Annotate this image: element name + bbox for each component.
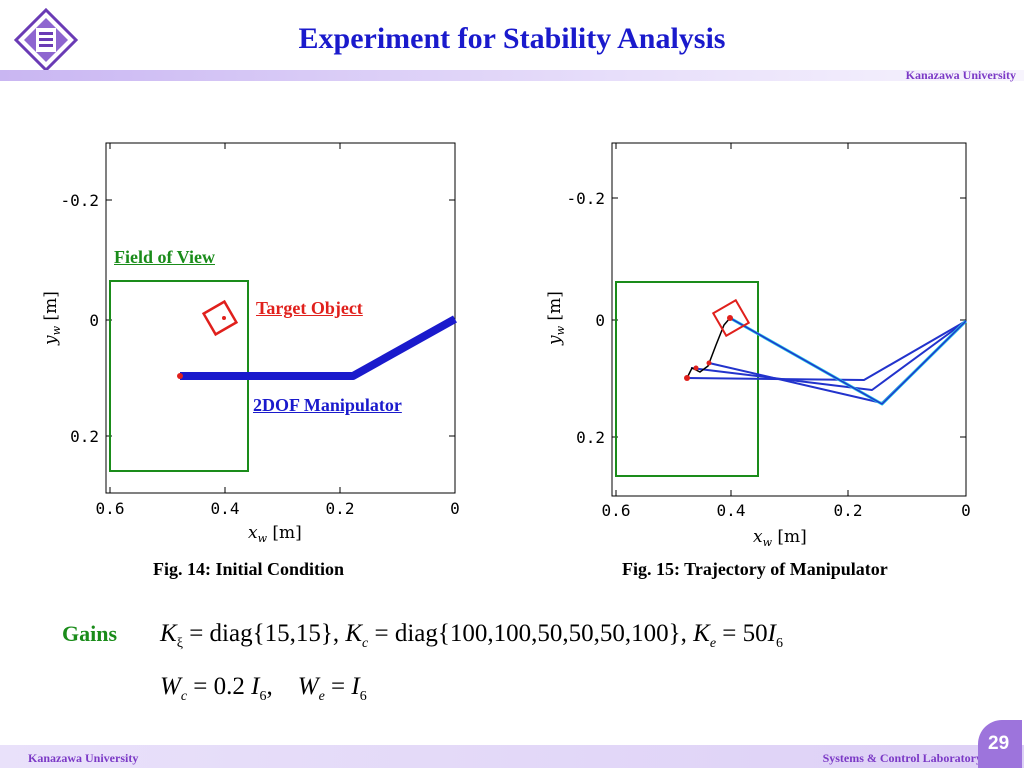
field-of-view-label: Field of View	[114, 247, 215, 267]
fig15-xtick: 0.4	[717, 501, 746, 520]
footer-lab: Systems & Control Laboratory	[822, 751, 982, 765]
manipulator-label: 2DOF Manipulator	[253, 395, 402, 415]
fig15-xlabel: xw [m]	[753, 527, 807, 549]
gains-label: Gains	[62, 621, 118, 646]
k-c-value: = diag{100,100,50,50,50,100},	[374, 620, 687, 647]
page-number-badge	[978, 720, 1022, 768]
fig14-ytick: 0	[89, 311, 99, 330]
gains-equation-1: Kξ = diag{15,15}, Kc = diag{100,100,50,5…	[160, 620, 783, 651]
gains-equation-2: Wc = 0.2 I6, We = I6	[160, 673, 367, 704]
fig14-ytick: 0.2	[70, 427, 99, 446]
footer-university: Kanazawa University	[28, 751, 139, 765]
k-e-value: = 50	[722, 620, 768, 647]
fig15-ytick: 0	[595, 311, 605, 330]
header-university: Kanazawa University	[905, 68, 1016, 82]
fig15-ytick: 0.2	[576, 428, 605, 447]
fig14-ytick: -0.2	[60, 191, 99, 210]
w-e-value: =	[331, 673, 346, 700]
k-xi-value: = diag{15,15},	[189, 620, 340, 647]
fig14-xtick: 0.6	[96, 499, 125, 518]
fig14-xlabel-unit: [m]	[272, 523, 301, 543]
fig14-ylabel-unit: [m]	[41, 291, 61, 320]
footer-bar	[0, 745, 1024, 768]
fig14-xtick: 0	[450, 499, 460, 518]
fig15-xlabel-unit: [m]	[777, 527, 806, 547]
fig14-xtick: 0.2	[326, 499, 355, 518]
page-title: Experiment for Stability Analysis	[298, 22, 726, 55]
fig14-xlabel: xw [m]	[248, 523, 302, 545]
fig15-xtick: 0	[961, 501, 971, 520]
target-object-label: Target Object	[256, 298, 363, 318]
figure-15-caption: Fig. 15: Trajectory of Manipulator	[622, 559, 888, 579]
figure-14-caption: Fig. 14: Initial Condition	[153, 559, 345, 579]
page-number: 29	[988, 733, 1010, 754]
fig15-xtick: 0.6	[602, 501, 631, 520]
fig15-ytick: -0.2	[566, 189, 605, 208]
fig14-xtick: 0.4	[211, 499, 240, 518]
fig15-ylabel: yw [m]	[545, 291, 567, 346]
fig15-xtick: 0.2	[834, 501, 863, 520]
w-c-value: = 0.2	[193, 673, 245, 700]
fig14-ylabel: yw [m]	[41, 291, 63, 346]
header-divider	[0, 70, 1024, 81]
fig15-ylabel-unit: [m]	[545, 291, 565, 320]
